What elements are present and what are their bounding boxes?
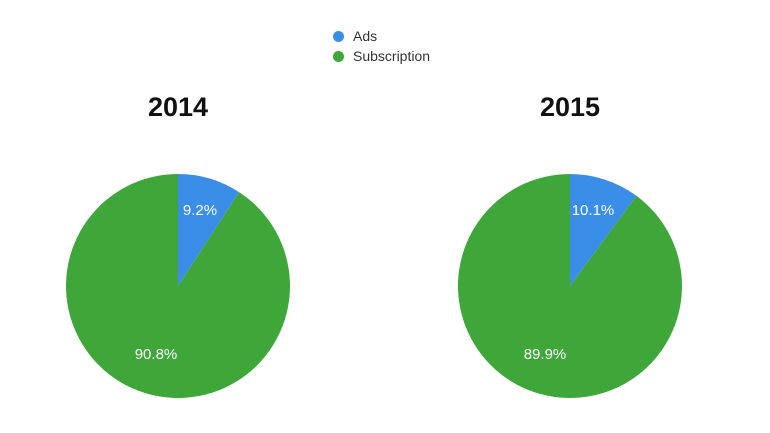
chart-title-2014: 2014 xyxy=(147,92,209,122)
pie-slice-ads-2014 xyxy=(178,174,240,286)
legend-swatch-subscription xyxy=(333,50,344,62)
data-label-ads-2015: 10.1% xyxy=(572,202,615,219)
legend-label-ads: Ads xyxy=(353,28,378,44)
legend-label-subscription: Subscription xyxy=(353,48,431,64)
pie-slice-ads-2015 xyxy=(570,174,637,286)
data-label-subscription-2015: 89.9% xyxy=(524,346,567,363)
chart-title-2015: 2015 xyxy=(539,92,601,122)
data-label-ads-2014: 9.2% xyxy=(183,202,217,219)
legend-item-subscription: Subscription xyxy=(333,47,430,65)
legend: Ads Subscription xyxy=(333,27,430,67)
pie-slice-subscription-2014 xyxy=(66,174,290,398)
pie-slice-subscription-2015 xyxy=(458,174,683,398)
legend-item-ads: Ads xyxy=(333,27,430,45)
data-label-subscription-2014: 90.8% xyxy=(135,346,178,363)
legend-swatch-ads xyxy=(333,30,344,42)
